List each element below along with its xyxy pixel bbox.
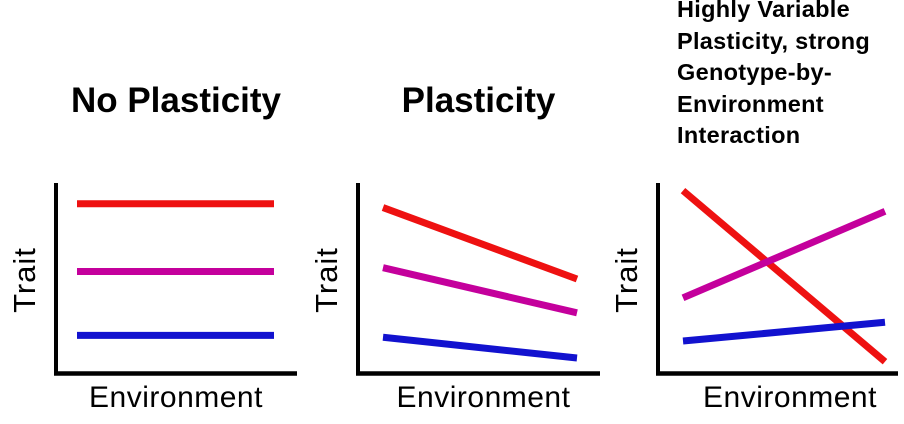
panel2-x-axis-label: Environment xyxy=(396,381,571,414)
panel2-ylabel-box: Trait xyxy=(302,185,352,375)
panel2-title: Plasticity xyxy=(401,81,556,120)
panel1-ylabel-box: Trait xyxy=(0,185,50,375)
panel1-x-axis-label: Environment xyxy=(89,381,263,414)
panel2-y-axis-label: Trait xyxy=(309,247,345,313)
panel2-genotype-magenta-line xyxy=(382,264,578,317)
panel3-title: Highly Variable Plasticity, strong Genot… xyxy=(677,0,871,148)
panel3-genotype-red-line xyxy=(680,187,888,365)
panel3-genotype-blue-line xyxy=(682,318,886,345)
panel3-y-axis-label: Trait xyxy=(609,247,645,313)
panel3-genotype-magenta-line xyxy=(681,208,887,302)
panel3-ylabel-box: Trait xyxy=(602,185,652,375)
panel1-title: No Plasticity xyxy=(70,81,282,120)
panel3-x-axis-label: Environment xyxy=(703,381,877,414)
panel2-genotype-blue-line xyxy=(382,333,578,362)
panel2-genotype-red-line xyxy=(381,204,579,283)
panel1-y-axis-label: Trait xyxy=(7,247,43,313)
